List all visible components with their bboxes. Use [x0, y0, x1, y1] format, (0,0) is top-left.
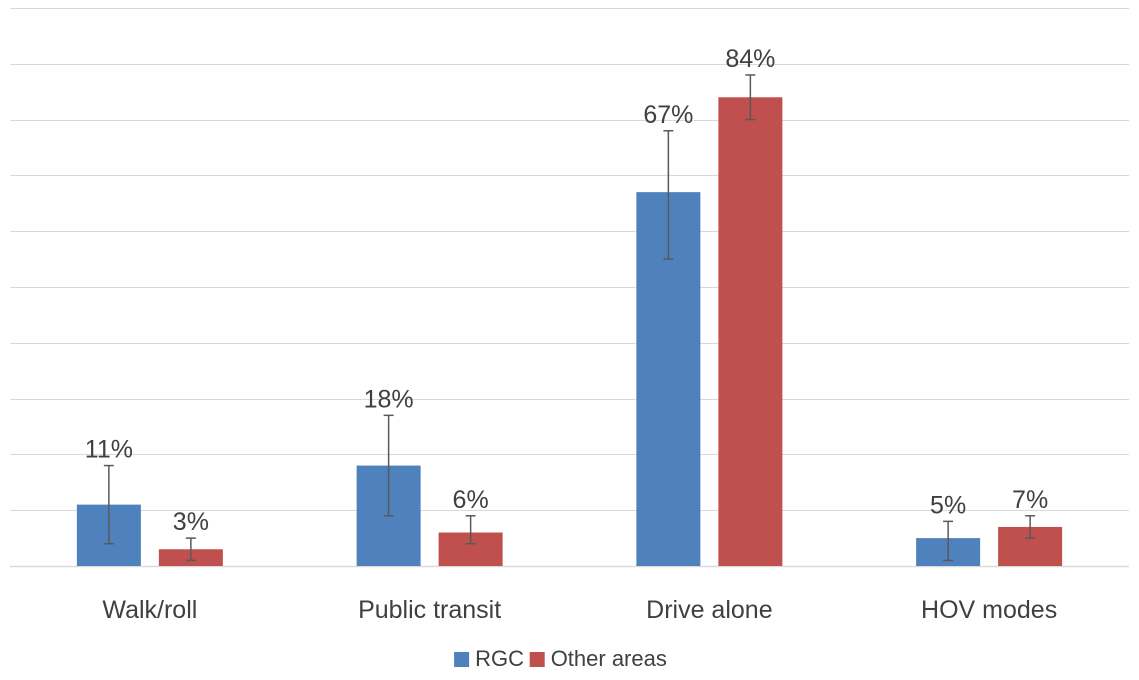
legend-label: Other areas: [551, 646, 667, 671]
data-label: 7%: [1012, 486, 1048, 514]
bar: [718, 97, 783, 566]
data-label: 18%: [364, 385, 414, 413]
data-label: 3%: [173, 508, 209, 536]
data-label: 11%: [85, 436, 133, 464]
data-label: 84%: [725, 45, 775, 73]
legend-swatch: [529, 652, 545, 667]
x-tick-label: Walk/roll: [102, 596, 197, 624]
legend-label: RGC: [475, 646, 524, 671]
data-label: 6%: [453, 486, 489, 514]
data-label: 67%: [643, 101, 693, 129]
x-tick-label: HOV modes: [921, 596, 1057, 624]
data-label: 5%: [930, 491, 966, 519]
x-tick-label: Public transit: [358, 596, 501, 624]
legend-swatch: [454, 652, 470, 667]
x-tick-label: Drive alone: [646, 596, 772, 624]
